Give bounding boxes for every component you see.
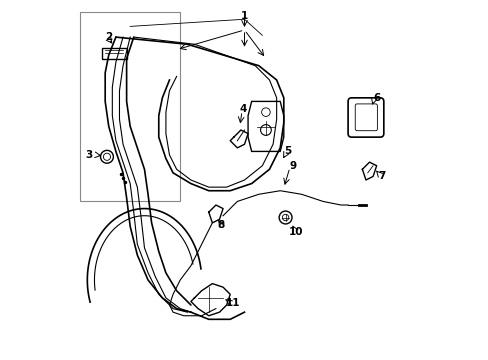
Text: 2: 2 [105, 32, 112, 42]
Text: 11: 11 [225, 298, 240, 308]
Text: 6: 6 [372, 93, 380, 103]
Text: 10: 10 [288, 227, 303, 237]
Text: 5: 5 [283, 147, 290, 157]
Text: 7: 7 [378, 171, 385, 181]
Text: 3: 3 [85, 150, 93, 160]
Text: 9: 9 [288, 161, 296, 171]
Bar [80, 12, 180, 202]
Text: 4: 4 [239, 104, 246, 113]
Text: 8: 8 [217, 220, 224, 230]
Text: 1: 1 [241, 11, 247, 21]
